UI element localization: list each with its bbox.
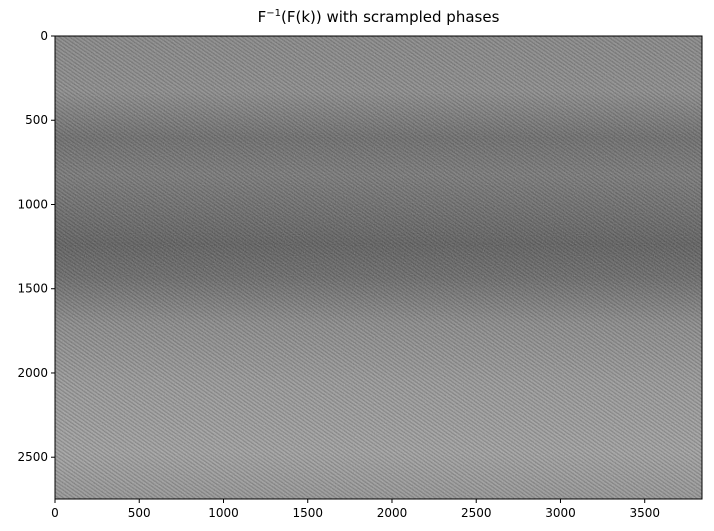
x-tick-label: 1000 bbox=[208, 506, 239, 520]
x-tick-label: 0 bbox=[51, 506, 59, 520]
y-tick-label: 2500 bbox=[17, 450, 48, 464]
y-tick-label: 0 bbox=[40, 29, 48, 43]
x-tick-label: 3500 bbox=[629, 506, 660, 520]
x-axis: 0 500 1000 1500 2000 2500 3000 3500 bbox=[51, 499, 660, 520]
image-area bbox=[55, 36, 702, 499]
y-axis: 0 500 1000 1500 2000 2500 bbox=[17, 29, 55, 464]
plot-frame bbox=[54, 35, 703, 500]
chart-title: F−1(F(k)) with scrampled phases bbox=[257, 8, 500, 26]
x-tick-label: 2000 bbox=[377, 506, 408, 520]
y-tick-label: 500 bbox=[25, 113, 48, 127]
x-tick-label: 1500 bbox=[292, 506, 323, 520]
x-tick-label: 2500 bbox=[461, 506, 492, 520]
x-tick-label: 500 bbox=[128, 506, 151, 520]
y-tick-label: 1000 bbox=[17, 197, 48, 211]
y-tick-label: 2000 bbox=[17, 366, 48, 380]
image-grain bbox=[55, 36, 702, 499]
y-tick-label: 1500 bbox=[17, 282, 48, 296]
x-tick-label: 3000 bbox=[545, 506, 576, 520]
